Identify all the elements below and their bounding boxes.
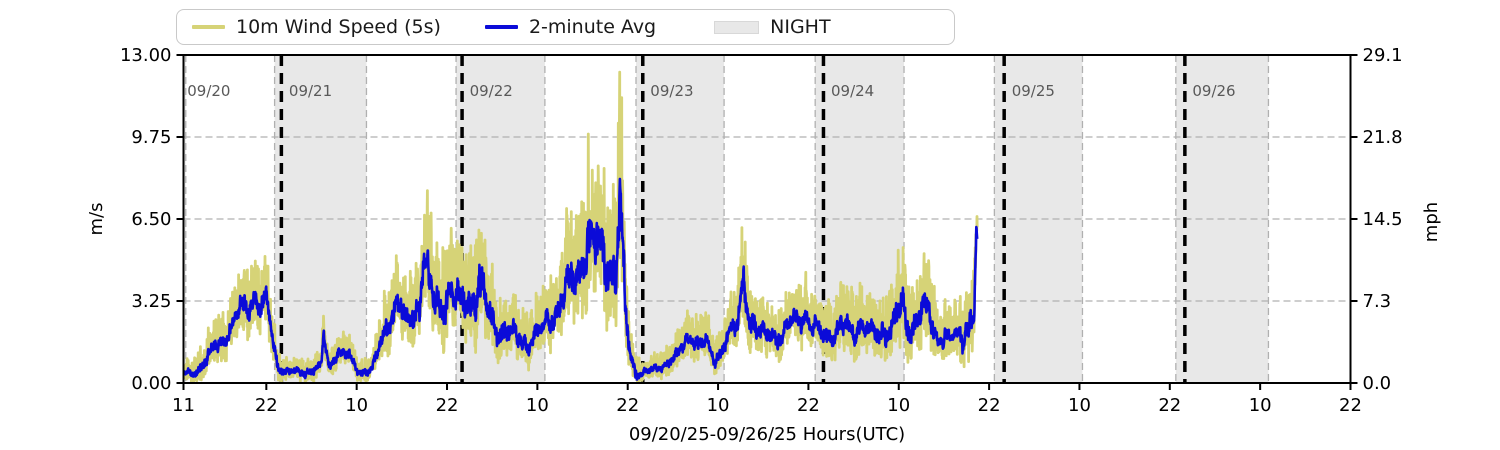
x-tick-label: 10: [1249, 395, 1272, 416]
y-axis-right-ticks: 0.0 7.3 14.5 21.8 29.1: [1350, 45, 1403, 394]
x-tick-label: 11: [172, 395, 195, 416]
y-axis-title-right: mph: [1421, 202, 1442, 242]
legend-label-avg: 2-minute Avg: [528, 16, 657, 38]
series-lines: [183, 70, 979, 383]
y-tick-label-ms: 0.00: [131, 373, 171, 394]
y-axis-title-left: m/s: [86, 203, 107, 236]
x-tick-label: 10: [1068, 395, 1091, 416]
x-tick-label: 22: [797, 395, 820, 416]
legend-item-gust: 10m Wind Speed (5s): [192, 16, 441, 38]
date-label: 09/20: [187, 82, 230, 100]
x-tick-label: 10: [887, 395, 910, 416]
y-tick-label-ms: 3.25: [131, 291, 171, 312]
y-tick-label-mph: 14.5: [1363, 209, 1403, 230]
legend-item-avg: 2-minute Avg: [484, 16, 657, 38]
y-tick-label-mph: 21.8: [1363, 127, 1403, 148]
x-tick-label: 22: [255, 395, 278, 416]
y-axis-left-ticks: 0.00 3.25 6.50 9.75 13.00: [120, 45, 184, 394]
legend-item-night: NIGHT: [714, 16, 831, 38]
date-label: 09/21: [289, 82, 332, 100]
avg-series-line: [183, 177, 979, 381]
y-gridlines: [183, 136, 1351, 302]
date-label: 09/26: [1192, 82, 1235, 100]
x-axis-ticks: 11 22 10 22 10 22 10 22 10 22 10 22 10 22: [172, 383, 1362, 416]
x-tick-label: 22: [1339, 395, 1362, 416]
y-tick-label-mph: 0.0: [1363, 373, 1392, 394]
legend-label-night: NIGHT: [770, 16, 831, 38]
night-patch-swatch-icon: [714, 20, 760, 34]
avg-line-swatch-icon: [484, 25, 518, 29]
date-label: 09/25: [1012, 82, 1055, 100]
date-labels: 09/20 09/21 09/22 09/23 09/24 09/25 09/26: [187, 82, 1235, 100]
y-tick-label-ms: 6.50: [131, 209, 171, 230]
x-tick-label: 22: [1158, 395, 1181, 416]
x-tick-label: 22: [616, 395, 639, 416]
x-axis-title: 09/20/25-09/26/25 Hours(UTC): [629, 424, 905, 445]
x-tick-label: 10: [707, 395, 730, 416]
y-tick-label-mph: 29.1: [1363, 45, 1403, 66]
date-label: 09/23: [650, 82, 693, 100]
x-tick-label: 10: [526, 395, 549, 416]
x-tick-label: 22: [436, 395, 459, 416]
y-tick-label-mph: 7.3: [1363, 291, 1392, 312]
y-tick-label-ms: 13.00: [120, 45, 172, 66]
x-tick-label: 10: [345, 395, 368, 416]
legend-label-gust: 10m Wind Speed (5s): [236, 16, 441, 38]
date-label: 09/22: [470, 82, 513, 100]
x-tick-label: 22: [978, 395, 1001, 416]
y-tick-label-ms: 9.75: [131, 127, 171, 148]
gust-series-line: [183, 70, 979, 383]
gust-line-swatch-icon: [192, 25, 225, 29]
legend: 10m Wind Speed (5s) 2-minute Avg NIGHT: [176, 9, 955, 45]
date-label: 09/24: [831, 82, 874, 100]
